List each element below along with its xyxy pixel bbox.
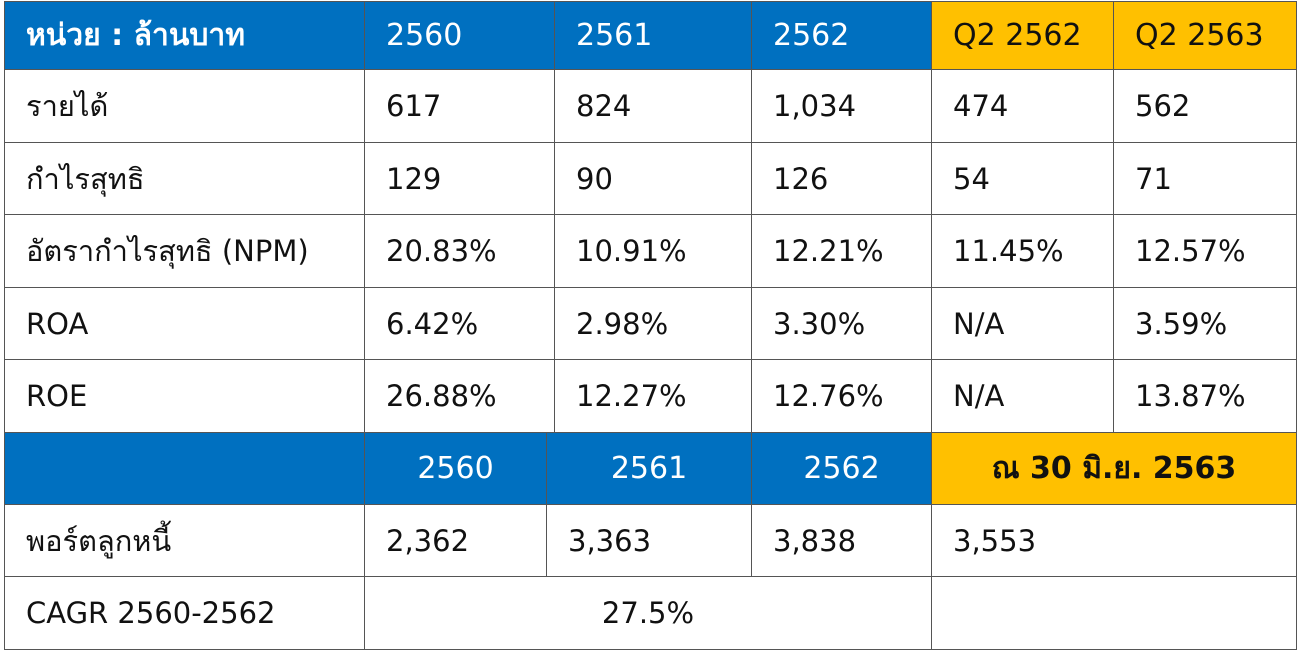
cell-value: 12.57% (1114, 215, 1297, 288)
cell-value: 3.59% (1114, 288, 1297, 360)
cell-value: 3,363 (547, 505, 752, 577)
header-2562: 2562 (752, 1, 932, 70)
cell-value: 2.98% (555, 288, 752, 360)
cell-value: 20.83% (365, 215, 555, 288)
cell-value: 12.76% (752, 360, 932, 433)
header-empty (4, 433, 365, 505)
cell-value: 129 (365, 143, 555, 215)
row-label: อัตรากำไรสุทธิ (NPM) (4, 215, 365, 288)
header-2560: 2560 (365, 1, 555, 70)
header-2560: 2560 (365, 433, 547, 505)
row-label: รายได้ (4, 70, 365, 143)
cell-value: 824 (555, 70, 752, 143)
row-label: พอร์ตลูกหนี้ (4, 505, 365, 577)
cell-value: 3.30% (752, 288, 932, 360)
table-row: ROE 26.88% 12.27% 12.76% N/A 13.87% (4, 360, 1297, 433)
cell-value: 3,553 (932, 505, 1297, 577)
cell-value: 10.91% (555, 215, 752, 288)
row-label: กำไรสุทธิ (4, 143, 365, 215)
header-as-of-date: ณ 30 มิ.ย. 2563 (932, 433, 1297, 505)
cell-value: 562 (1114, 70, 1297, 143)
header-q2-2562: Q2 2562 (932, 1, 1114, 70)
cell-value: 54 (932, 143, 1114, 215)
cell-value: 2,362 (365, 505, 547, 577)
cell-value: 12.27% (555, 360, 752, 433)
cagr-label: CAGR 2560-2562 (4, 577, 365, 650)
cell-value: 6.42% (365, 288, 555, 360)
header-q2-2563: Q2 2563 (1114, 1, 1297, 70)
cell-value: N/A (932, 360, 1114, 433)
cell-value: 1,034 (752, 70, 932, 143)
cagr-value: 27.5% (365, 577, 932, 650)
table2-header-row: 2560 2561 2562 ณ 30 มิ.ย. 2563 (4, 433, 1297, 505)
cell-value: 11.45% (932, 215, 1114, 288)
header-2562: 2562 (752, 433, 932, 505)
table-row: ROA 6.42% 2.98% 3.30% N/A 3.59% (4, 288, 1297, 360)
cell-value: 13.87% (1114, 360, 1297, 433)
cell-value: 12.21% (752, 215, 932, 288)
cell-value: N/A (932, 288, 1114, 360)
cell-value: 474 (932, 70, 1114, 143)
table-row: กำไรสุทธิ 129 90 126 54 71 (4, 143, 1297, 215)
header-2561: 2561 (547, 433, 752, 505)
cell-value: 3,838 (752, 505, 932, 577)
table-row: อัตรากำไรสุทธิ (NPM) 20.83% 10.91% 12.21… (4, 215, 1297, 288)
table-row: รายได้ 617 824 1,034 474 562 (4, 70, 1297, 143)
cell-value: 90 (555, 143, 752, 215)
cell-value: 26.88% (365, 360, 555, 433)
row-label: ROE (4, 360, 365, 433)
table-row: พอร์ตลูกหนี้ 2,362 3,363 3,838 3,553 (4, 505, 1297, 577)
header-unit: หน่วย : ล้านบาท (4, 1, 365, 70)
table-row: CAGR 2560-2562 27.5% (4, 577, 1297, 650)
header-2561: 2561 (555, 1, 752, 70)
cell-value: 617 (365, 70, 555, 143)
table1-header-row: หน่วย : ล้านบาท 2560 2561 2562 Q2 2562 Q… (4, 1, 1297, 70)
cagr-empty-cell (932, 577, 1297, 650)
cell-value: 71 (1114, 143, 1297, 215)
row-label: ROA (4, 288, 365, 360)
cell-value: 126 (752, 143, 932, 215)
